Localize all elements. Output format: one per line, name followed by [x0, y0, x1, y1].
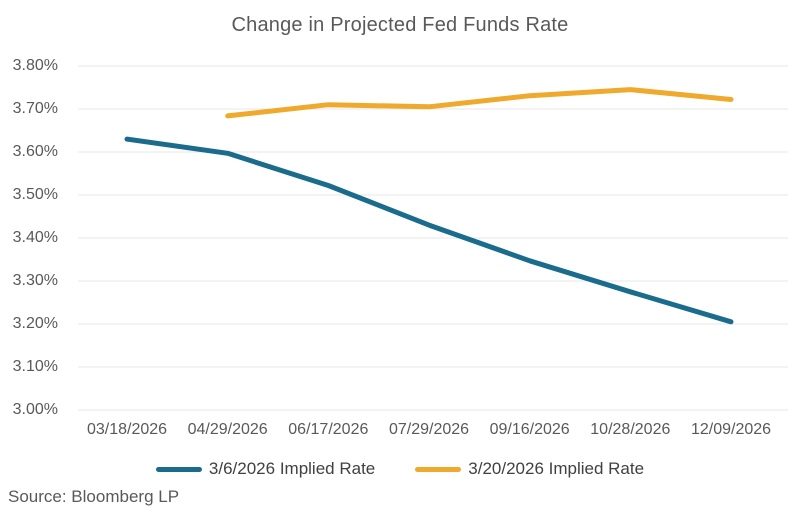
- legend-label-series1: 3/6/2026 Implied Rate: [208, 459, 376, 478]
- x-axis-tick-label: 03/18/2026: [86, 421, 168, 438]
- y-axis-tick-label: 3.50%: [12, 186, 58, 203]
- y-axis-tick-label: 3.40%: [12, 229, 58, 246]
- x-axis-tick-label: 09/16/2026: [489, 421, 570, 438]
- series-line-1: [124, 136, 734, 325]
- legend: 3/6/2026 Implied Rate 3/20/2026 Implied …: [0, 459, 800, 479]
- y-axis-tick-label: 3.70%: [12, 100, 58, 117]
- source-note: Source: Bloomberg LP: [8, 487, 180, 506]
- y-axis-tick-label: 3.80%: [12, 57, 58, 74]
- legend-item-series1: 3/6/2026 Implied Rate: [155, 459, 376, 479]
- x-axis-tick-label: 04/29/2026: [187, 421, 268, 438]
- y-axis-tick-label: 3.10%: [12, 358, 58, 375]
- y-axis-tick-label: 3.60%: [12, 143, 58, 160]
- legend-label-series2: 3/20/2026 Implied Rate: [468, 459, 645, 478]
- y-axis-tick-label: 3.00%: [12, 401, 58, 418]
- x-axis-tick-label: 07/29/2026: [388, 421, 470, 438]
- x-axis-tick-label: 12/09/2026: [690, 421, 772, 438]
- y-axis-tick-label: 3.20%: [12, 315, 58, 332]
- y-axis-tick-label: 3.30%: [12, 272, 58, 289]
- series-line-2: [225, 87, 734, 119]
- legend-item-series2: 3/20/2026 Implied Rate: [415, 459, 644, 479]
- x-axis-tick-label: 10/28/2026: [590, 421, 671, 438]
- x-axis-tick-label: 06/17/2026: [288, 421, 369, 438]
- chart-title: Change in Projected Fed Funds Rate: [231, 14, 569, 36]
- legend-swatch-orange: [415, 466, 462, 472]
- legend-swatch-blue: [155, 466, 202, 472]
